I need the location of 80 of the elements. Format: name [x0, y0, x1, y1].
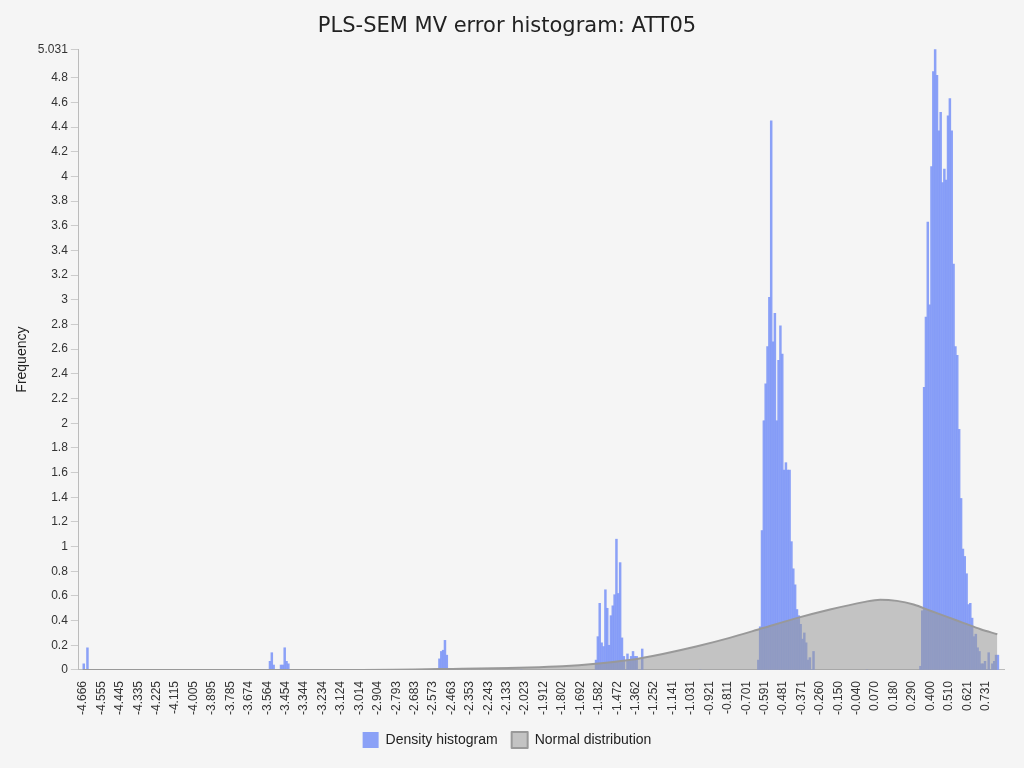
- y-tick-label: 2: [61, 415, 69, 430]
- x-tick-label: -2.133: [498, 680, 513, 716]
- x-tick-label: -2.793: [388, 680, 403, 716]
- y-tick-label: 2.6: [51, 341, 69, 356]
- y-axis-title: Frequency: [13, 326, 30, 393]
- x-tick-label: -1.582: [591, 680, 606, 716]
- x-tick-label: -4.555: [93, 680, 108, 716]
- y-tick-label: 1: [61, 538, 69, 553]
- y-tick-label: 4.8: [51, 70, 69, 85]
- x-tick-label: -3.344: [296, 680, 311, 716]
- x-tick-label: -4.445: [112, 680, 127, 716]
- x-tick-label: -2.904: [369, 680, 384, 716]
- y-tick-label: 0.4: [51, 612, 69, 627]
- y-tick-label: 1.4: [51, 489, 69, 504]
- x-tick-label: 0.290: [904, 680, 919, 712]
- x-tick-label: -3.895: [204, 680, 219, 716]
- x-tick-label: -4.005: [185, 680, 200, 716]
- legend-label: Density histogram: [385, 730, 498, 747]
- chart-title: PLS-SEM MV error histogram: ATT05: [317, 13, 697, 38]
- x-tick-label: 0.180: [885, 680, 900, 712]
- x-tick-label: -3.014: [351, 680, 366, 716]
- y-tick-label: 0.2: [51, 637, 69, 652]
- x-tick-label: -1.472: [609, 680, 624, 716]
- x-tick-label: -0.811: [720, 680, 735, 715]
- x-tick-label: 0.070: [867, 680, 882, 712]
- x-tick-label: -4.666: [75, 680, 90, 716]
- x-tick-label: -4.225: [148, 680, 163, 716]
- y-tick-label: 0: [61, 662, 69, 677]
- x-tick-label: -3.234: [314, 680, 329, 716]
- y-tick-label: 3.2: [51, 267, 69, 282]
- y-tick-label: 5.031: [37, 41, 69, 56]
- x-tick-label: -0.481: [775, 680, 790, 716]
- y-tick-label: 0.6: [51, 588, 69, 603]
- x-tick-label: -2.243: [480, 680, 495, 716]
- x-tick-label: -0.260: [812, 680, 827, 716]
- y-tick-label: 4.2: [51, 144, 69, 159]
- x-tick-label: -3.124: [333, 680, 348, 716]
- y-tick-label: 2.2: [51, 390, 69, 405]
- x-tick-label: -2.463: [443, 680, 458, 716]
- x-tick-label: -2.353: [462, 680, 477, 716]
- x-tick-label: -1.362: [627, 680, 642, 716]
- y-tick-label: 1.6: [51, 464, 69, 479]
- x-tick-label: 0.621: [959, 680, 974, 712]
- x-tick-label: -4.335: [130, 680, 145, 716]
- x-tick-label: -1.692: [572, 680, 587, 716]
- x-tick-label: 0.731: [978, 680, 993, 712]
- x-tick-label: -0.591: [756, 680, 771, 716]
- y-tick-label: 4.6: [51, 94, 69, 109]
- y-tick-label: 4: [61, 168, 69, 183]
- x-tick-label: 0.510: [941, 680, 956, 712]
- y-tick-label: 2.4: [51, 366, 69, 381]
- x-tick-label: 0.400: [922, 680, 937, 712]
- y-tick-label: 3.6: [51, 218, 69, 233]
- x-tick-label: -0.701: [738, 680, 753, 716]
- y-tick-label: 3.8: [51, 193, 69, 208]
- x-tick-label: -1.031: [683, 680, 698, 716]
- legend-label: Normal distribution: [534, 730, 652, 747]
- x-tick-label: -0.150: [830, 680, 845, 716]
- y-tick-label: 4.4: [51, 119, 69, 134]
- y-tick-label: 3.4: [51, 242, 69, 257]
- y-tick-label: 3: [61, 292, 69, 307]
- x-tick-label: -0.921: [701, 680, 716, 716]
- x-tick-label: -3.564: [259, 680, 274, 716]
- x-tick-label: -4.115: [167, 680, 182, 715]
- y-tick-label: 0.8: [51, 563, 69, 578]
- y-tick-label: 1.2: [51, 514, 69, 529]
- x-tick-label: -3.674: [241, 680, 256, 716]
- x-tick-label: -0.040: [849, 680, 864, 716]
- x-tick-label: -2.683: [406, 680, 421, 716]
- x-tick-label: -1.141: [664, 680, 679, 716]
- x-tick-label: -0.371: [793, 680, 808, 716]
- x-tick-label: -1.802: [554, 680, 569, 716]
- x-tick-label: -1.252: [646, 680, 661, 716]
- y-tick-label: 2.8: [51, 316, 69, 331]
- x-tick-label: -2.573: [425, 680, 440, 716]
- x-tick-label: -3.454: [277, 680, 292, 716]
- y-tick-label: 1.8: [51, 440, 69, 455]
- x-tick-label: -2.023: [517, 680, 532, 716]
- x-tick-label: -3.785: [222, 680, 237, 716]
- x-tick-label: -1.912: [535, 680, 550, 716]
